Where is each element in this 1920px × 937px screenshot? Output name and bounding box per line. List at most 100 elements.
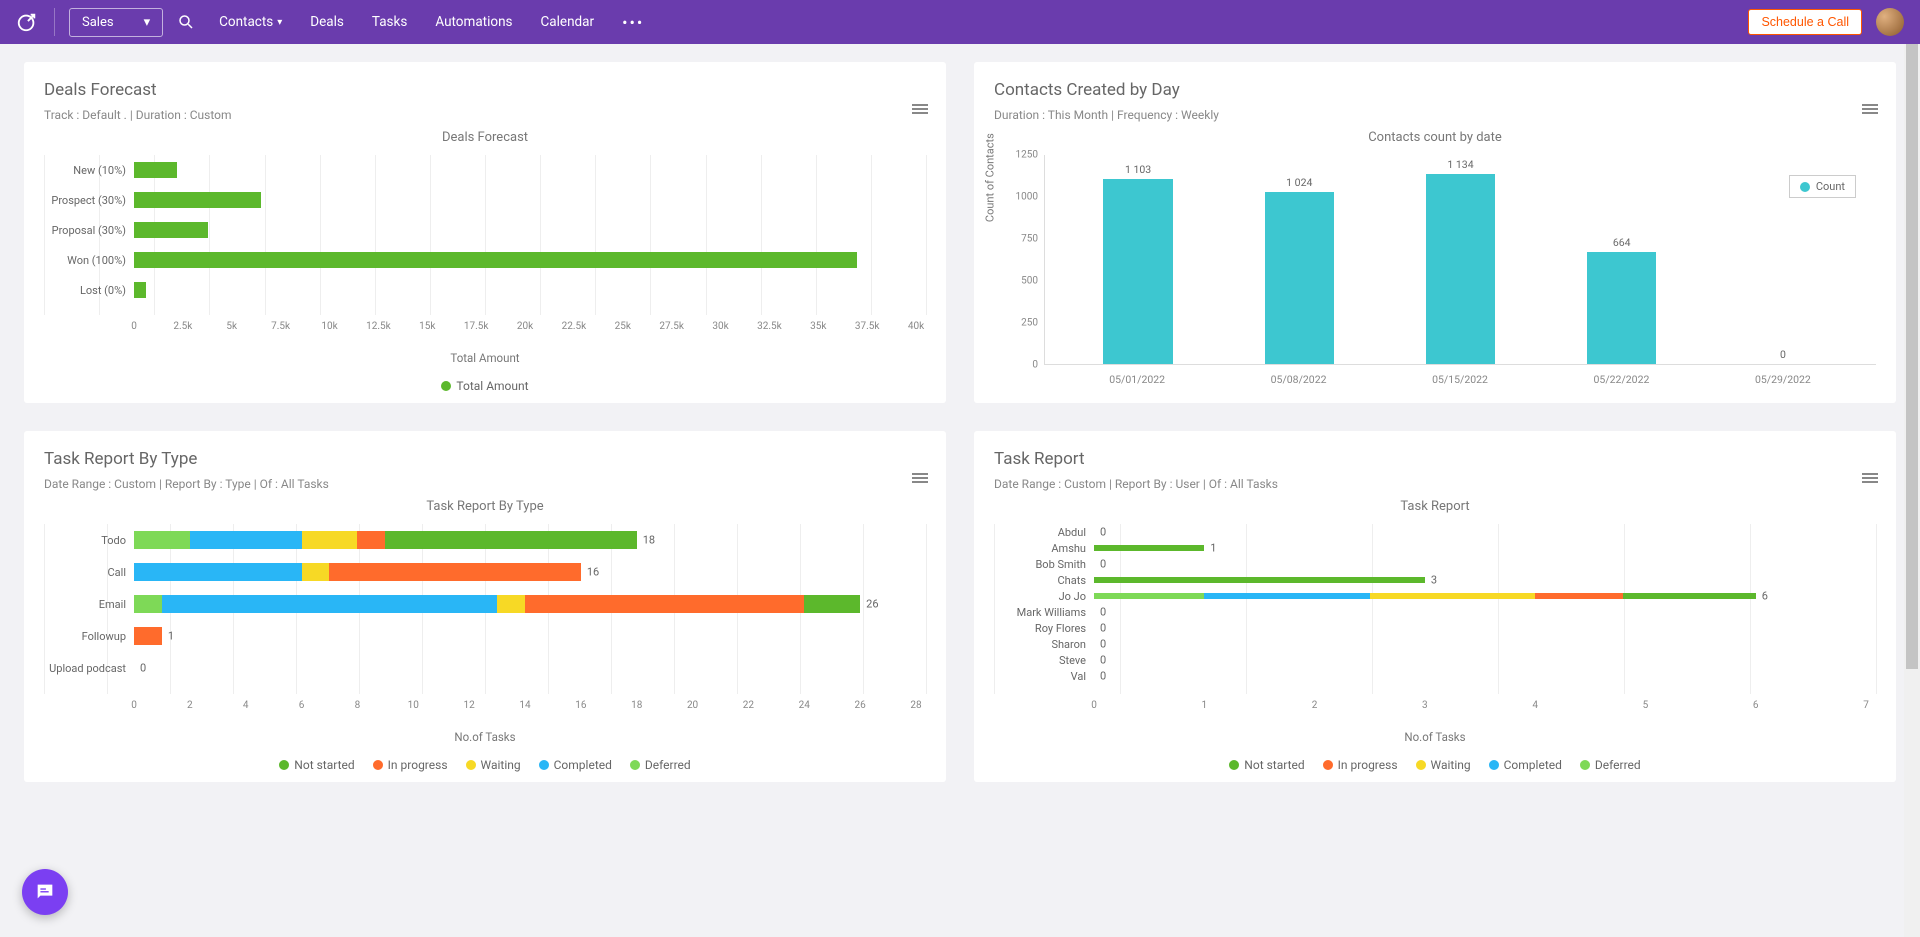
card-subtitle: Track : Default . | Duration : Custom (44, 108, 926, 122)
chart-bar: Call16 (134, 556, 916, 588)
chart-bar: Followup1 (134, 620, 916, 652)
legend-item: In progress (1323, 758, 1398, 772)
legend-item: In progress (373, 758, 448, 772)
task-by-type-chart: Todo18Call16Email26Followup1Upload podca… (44, 524, 926, 694)
chart-bar: Abdul0 (1094, 524, 1866, 540)
nav-automations[interactable]: Automations (435, 14, 512, 30)
card-menu-icon[interactable] (1862, 471, 1878, 485)
card-contacts-by-day: Contacts Created by Day Duration : This … (974, 62, 1896, 403)
x-tick-label: 05/15/2022 (1402, 373, 1518, 386)
card-subtitle: Date Range : Custom | Report By : Type |… (44, 477, 926, 491)
bar-value: 1 (168, 630, 174, 643)
chart-legend: Total Amount (44, 379, 926, 393)
scrollbar[interactable] (1904, 44, 1920, 937)
x-axis-title: No.of Tasks (994, 730, 1876, 744)
chart-bar: 1 134 (1403, 174, 1519, 365)
chat-fab[interactable] (22, 869, 68, 915)
nav-contacts[interactable]: Contacts ▾ (219, 14, 282, 30)
legend-item: Completed (539, 758, 612, 772)
legend-item: Deferred (630, 758, 691, 772)
module-label: Sales (82, 15, 114, 30)
topbar-right: Schedule a Call (1748, 8, 1904, 36)
x-tick-label: 05/08/2022 (1241, 373, 1357, 386)
bar-label: Jo Jo (994, 590, 1092, 603)
logo-icon[interactable] (16, 10, 40, 34)
bar-value: 0 (1100, 670, 1106, 683)
bar-value: 0 (140, 662, 146, 675)
chevron-down-icon: ▾ (277, 17, 282, 28)
dashboard-grid: Deals Forecast Track : Default . | Durat… (0, 44, 1920, 822)
bar-label: New (10%) (44, 164, 132, 177)
bar-value: 1 (1210, 542, 1216, 555)
card-menu-icon[interactable] (1862, 102, 1878, 116)
nav-deals[interactable]: Deals (310, 14, 344, 30)
chart-bar: 1 103 (1080, 179, 1196, 364)
chart-bar: Sharon0 (1094, 636, 1866, 652)
chevron-down-icon: ▾ (144, 15, 151, 30)
nav-tasks[interactable]: Tasks (372, 14, 407, 30)
chart-bar: Steve0 (1094, 652, 1866, 668)
chart-title: Task Report (994, 499, 1876, 514)
card-subtitle: Date Range : Custom | Report By : User |… (994, 477, 1876, 491)
bar-value: 0 (1100, 526, 1106, 539)
bar-value: 1 134 (1447, 158, 1473, 171)
bar-label: Abdul (994, 526, 1092, 539)
avatar[interactable] (1876, 8, 1904, 36)
chart-bar: Lost (0%) (134, 275, 916, 305)
chart-bar: Prospect (30%) (134, 185, 916, 215)
bar-label: Proposal (30%) (44, 224, 132, 237)
more-icon[interactable]: ••• (622, 13, 644, 32)
deals-forecast-chart: New (10%)Prospect (30%)Proposal (30%)Won… (44, 155, 926, 315)
bar-value: 0 (1100, 558, 1106, 571)
card-task-report: Task Report Date Range : Custom | Report… (974, 431, 1896, 782)
legend-item: Not started (1229, 758, 1304, 772)
bar-value: 18 (643, 534, 655, 547)
bar-label: Prospect (30%) (44, 194, 132, 207)
topbar: Sales ▾ Contacts ▾ Deals Tasks Automatio… (0, 0, 1920, 44)
nav: Contacts ▾ Deals Tasks Automations Calen… (219, 13, 644, 32)
bar-value: 3 (1431, 574, 1437, 587)
chart-legend: Not startedIn progressWaitingCompletedDe… (994, 758, 1876, 772)
module-dropdown[interactable]: Sales ▾ (69, 8, 163, 37)
chart-bar: Upload podcast0 (134, 652, 916, 684)
chart-title: Deals Forecast (44, 130, 926, 145)
chart-bar: Jo Jo6 (1094, 588, 1866, 604)
chart-bar: Proposal (30%) (134, 215, 916, 245)
bar-label: Call (44, 566, 132, 579)
x-axis-title: Total Amount (44, 351, 926, 365)
legend-item: Waiting (466, 758, 521, 772)
task-report-chart: Abdul0Amshu1Bob Smith0Chats3Jo Jo6Mark W… (994, 524, 1876, 694)
chart-bar: Todo18 (134, 524, 916, 556)
bar-label: Roy Flores (994, 622, 1092, 635)
chart-bar: Chats3 (1094, 572, 1866, 588)
bar-label: Email (44, 598, 132, 611)
bar-value: 6 (1762, 590, 1768, 603)
card-title: Task Report (994, 449, 1876, 469)
chart-bar: 664 (1564, 252, 1680, 364)
bar-value: 0 (1100, 622, 1106, 635)
chart-bar: Mark Williams0 (1094, 604, 1866, 620)
card-task-by-type: Task Report By Type Date Range : Custom … (24, 431, 946, 782)
bar-label: Sharon (994, 638, 1092, 651)
legend-item: Not started (279, 758, 354, 772)
nav-calendar[interactable]: Calendar (541, 14, 595, 30)
bar-label: Bob Smith (994, 558, 1092, 571)
chart-bar: Won (100%) (134, 245, 916, 275)
card-menu-icon[interactable] (912, 471, 928, 485)
bar-label: Val (994, 670, 1092, 683)
schedule-call-button[interactable]: Schedule a Call (1748, 9, 1862, 35)
scrollbar-thumb[interactable] (1906, 44, 1918, 669)
bar-value: 26 (866, 598, 878, 611)
bar-value: 0 (1780, 348, 1786, 361)
bar-label: Amshu (994, 542, 1092, 555)
card-title: Deals Forecast (44, 80, 926, 100)
bar-value: 1 024 (1286, 176, 1312, 189)
x-tick-label: 05/22/2022 (1564, 373, 1680, 386)
search-icon[interactable] (177, 13, 195, 31)
bar-value: 0 (1100, 638, 1106, 651)
chart-bar: Val0 (1094, 668, 1866, 684)
legend-item: Deferred (1580, 758, 1641, 772)
bar-label: Followup (44, 630, 132, 643)
bar-label: Lost (0%) (44, 284, 132, 297)
card-menu-icon[interactable] (912, 102, 928, 116)
